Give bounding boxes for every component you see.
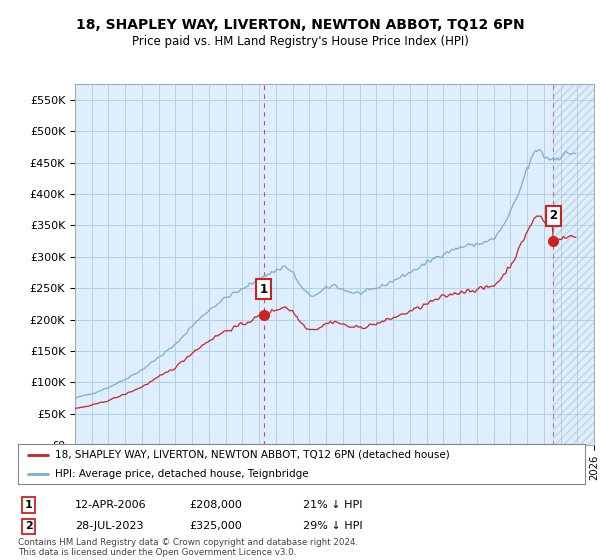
Text: 2: 2 (25, 521, 32, 531)
Text: Contains HM Land Registry data © Crown copyright and database right 2024.
This d: Contains HM Land Registry data © Crown c… (18, 538, 358, 557)
Text: 21% ↓ HPI: 21% ↓ HPI (303, 500, 362, 510)
Text: 2: 2 (549, 209, 557, 222)
Text: 18, SHAPLEY WAY, LIVERTON, NEWTON ABBOT, TQ12 6PN: 18, SHAPLEY WAY, LIVERTON, NEWTON ABBOT,… (76, 18, 524, 32)
Text: £208,000: £208,000 (189, 500, 242, 510)
Text: £325,000: £325,000 (189, 521, 242, 531)
Text: Price paid vs. HM Land Registry's House Price Index (HPI): Price paid vs. HM Land Registry's House … (131, 35, 469, 48)
Text: 12-APR-2006: 12-APR-2006 (75, 500, 146, 510)
Text: HPI: Average price, detached house, Teignbridge: HPI: Average price, detached house, Teig… (55, 469, 308, 478)
Text: 1: 1 (260, 283, 268, 296)
Text: 1: 1 (25, 500, 32, 510)
Text: 18, SHAPLEY WAY, LIVERTON, NEWTON ABBOT, TQ12 6PN (detached house): 18, SHAPLEY WAY, LIVERTON, NEWTON ABBOT,… (55, 450, 449, 460)
Text: 29% ↓ HPI: 29% ↓ HPI (303, 521, 362, 531)
Text: 28-JUL-2023: 28-JUL-2023 (75, 521, 143, 531)
